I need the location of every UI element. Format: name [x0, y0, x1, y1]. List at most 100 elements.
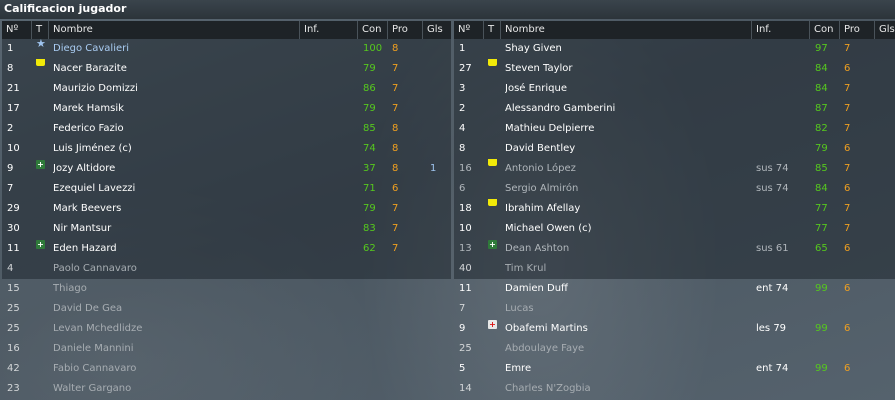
column-header-con[interactable]: Con — [358, 21, 388, 39]
column-header-name[interactable]: Nombre — [501, 21, 752, 39]
column-header-number[interactable]: Nº — [2, 21, 32, 39]
player-name[interactable]: Maurizio Domizzi — [53, 83, 138, 94]
player-name[interactable]: Nacer Barazite — [53, 63, 127, 74]
player-name[interactable]: David De Gea — [53, 303, 123, 314]
column-header-t[interactable]: T — [32, 21, 49, 39]
shirt-number: 18 — [459, 203, 472, 214]
player-row[interactable]: 11 Damien Duff ent 74 99 6 — [454, 279, 895, 299]
column-header-gls[interactable]: Gls — [427, 24, 443, 35]
player-row[interactable]: 21 Maurizio Domizzi 86 7 — [2, 79, 451, 99]
player-row[interactable]: 3 José Enrique 84 7 — [454, 79, 895, 99]
player-name[interactable]: Daniele Mannini — [53, 343, 134, 354]
player-row[interactable]: 5 Emre ent 74 99 6 — [454, 359, 895, 379]
player-name[interactable]: David Bentley — [505, 143, 576, 154]
player-name[interactable]: Steven Taylor — [505, 63, 573, 74]
player-name[interactable]: Levan Mchedlidze — [53, 323, 143, 334]
player-row[interactable]: 10 Michael Owen (c) 77 7 — [454, 219, 895, 239]
player-name[interactable]: Damien Duff — [505, 283, 568, 294]
player-row[interactable]: 9 + Jozy Altidore 37 8 1 — [2, 159, 451, 179]
player-row[interactable]: 29 Mark Beevers 79 7 — [2, 199, 451, 219]
player-name[interactable]: Ibrahim Afellay — [505, 203, 581, 214]
player-row[interactable]: 11 + Eden Hazard 62 7 — [2, 239, 451, 259]
player-name[interactable]: Dean Ashton — [505, 243, 570, 254]
player-name[interactable]: Federico Fazio — [53, 123, 124, 134]
player-name[interactable]: Ezequiel Lavezzi — [53, 183, 136, 194]
player-name[interactable]: Marek Hamsik — [53, 103, 124, 114]
player-row[interactable]: 18 Ibrahim Afellay 77 7 — [454, 199, 895, 219]
player-name[interactable]: Diego Cavalieri — [53, 43, 130, 54]
player-row[interactable]: 8 Nacer Barazite 79 7 — [2, 59, 451, 79]
column-header-pro[interactable]: Pro — [840, 21, 875, 39]
player-name[interactable]: Abdoulaye Faye — [505, 343, 585, 354]
player-row[interactable]: 14 Charles N'Zogbia — [454, 379, 895, 399]
player-name[interactable]: Emre — [505, 363, 532, 374]
player-row[interactable]: 7 Lucas — [454, 299, 895, 319]
column-header-gls[interactable]: Gls — [879, 24, 895, 35]
player-name[interactable]: Charles N'Zogbia — [505, 383, 591, 394]
player-row[interactable]: 2 Federico Fazio 85 8 — [2, 119, 451, 139]
player-name[interactable]: Paolo Cannavaro — [53, 263, 137, 274]
player-row[interactable]: 4 Mathieu Delpierre 82 7 — [454, 119, 895, 139]
goals-value — [430, 139, 448, 159]
player-row[interactable]: 1 Shay Given 97 7 — [454, 39, 895, 59]
player-row[interactable]: 30 Nir Mantsur 83 7 — [2, 219, 451, 239]
player-row[interactable]: 10 Luis Jiménez (c) 74 8 — [2, 139, 451, 159]
column-header-inf[interactable]: Inf. — [300, 21, 358, 39]
player-name[interactable]: Walter Gargano — [53, 383, 132, 394]
player-name[interactable]: Shay Given — [505, 43, 562, 54]
column-header-pro[interactable]: Pro — [388, 21, 423, 39]
player-row[interactable]: 16 Antonio López sus 74 85 7 — [454, 159, 895, 179]
player-name[interactable]: Nir Mantsur — [53, 223, 112, 234]
player-row[interactable]: 9 + Obafemi Martins les 79 99 6 — [454, 319, 895, 339]
player-name[interactable]: Alessandro Gamberini — [505, 103, 616, 114]
condition-value — [815, 259, 839, 279]
condition-value: 85 — [815, 163, 828, 174]
player-row[interactable]: 27 Steven Taylor 84 6 — [454, 59, 895, 79]
player-row[interactable]: 25 David De Gea — [2, 299, 451, 319]
player-row[interactable]: 8 David Bentley 79 6 — [454, 139, 895, 159]
info-text: sus 74 — [756, 163, 789, 174]
goal-assist-icon: + — [36, 160, 45, 169]
info-text — [304, 159, 360, 179]
player-name[interactable]: Lucas — [505, 303, 534, 314]
column-header-name[interactable]: Nombre — [49, 21, 300, 39]
player-name[interactable]: Jozy Altidore — [53, 163, 116, 174]
status-icon-cell — [34, 279, 50, 299]
player-name[interactable]: José Enrique — [505, 83, 567, 94]
status-icon-cell — [34, 219, 50, 239]
player-row[interactable]: 17 Marek Hamsik 79 7 — [2, 99, 451, 119]
column-header-number[interactable]: Nº — [454, 21, 484, 39]
rating-value: 6 — [844, 283, 851, 294]
player-name[interactable]: Sergio Almirón — [505, 183, 579, 194]
player-name[interactable]: Mark Beevers — [53, 203, 122, 214]
player-row[interactable]: 15 Thiago — [2, 279, 451, 299]
player-row[interactable]: 7 Ezequiel Lavezzi 71 6 — [2, 179, 451, 199]
player-name[interactable]: Antonio López — [505, 163, 576, 174]
info-text: sus 74 — [756, 183, 789, 194]
player-row[interactable]: 25 Levan Mchedlidze — [2, 319, 451, 339]
player-name[interactable]: Obafemi Martins — [505, 323, 588, 334]
player-row[interactable]: 1 ★ Diego Cavalieri 100 8 — [2, 39, 451, 59]
column-header-inf[interactable]: Inf. — [752, 21, 810, 39]
player-name[interactable]: Eden Hazard — [53, 243, 117, 254]
condition-value: 79 — [363, 203, 376, 214]
away-team-panel: Nº T Nombre Inf. Con Pro Gls 1 Shay Given… — [454, 21, 895, 400]
player-name[interactable]: Fabio Cannavaro — [53, 363, 137, 374]
player-name[interactable]: Tim Krul — [505, 263, 547, 274]
player-row[interactable]: 42 Fabio Cannavaro — [2, 359, 451, 379]
player-name[interactable]: Thiago — [53, 283, 87, 294]
player-name[interactable]: Mathieu Delpierre — [505, 123, 595, 134]
player-row[interactable]: 4 Paolo Cannavaro — [2, 259, 451, 279]
column-header-t[interactable]: T — [484, 21, 501, 39]
player-row[interactable]: 13 + Dean Ashton sus 61 65 6 — [454, 239, 895, 259]
player-row[interactable]: 16 Daniele Mannini — [2, 339, 451, 359]
player-name[interactable]: Luis Jiménez (c) — [53, 143, 132, 154]
player-row[interactable]: 6 Sergio Almirón sus 74 84 6 — [454, 179, 895, 199]
player-row[interactable]: 2 Alessandro Gamberini 87 7 — [454, 99, 895, 119]
status-icon-cell — [486, 199, 502, 219]
player-row[interactable]: 40 Tim Krul — [454, 259, 895, 279]
player-row[interactable]: 23 Walter Gargano — [2, 379, 451, 399]
player-row[interactable]: 25 Abdoulaye Faye — [454, 339, 895, 359]
player-name[interactable]: Michael Owen (c) — [505, 223, 592, 234]
column-header-con[interactable]: Con — [810, 21, 840, 39]
